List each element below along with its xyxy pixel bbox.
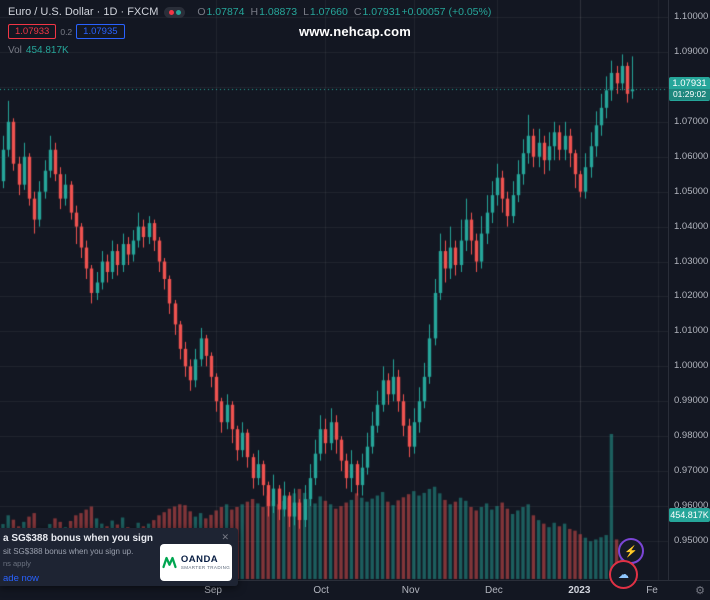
price-axis-label: 0.95000: [674, 535, 709, 546]
bar-countdown: 01:29:02: [669, 89, 710, 101]
price-axis-label: 1.02000: [674, 290, 709, 302]
price-axis-label: 0.98000: [674, 430, 709, 442]
ad-terms: ns apply: [3, 559, 31, 568]
sell-button[interactable]: 1.07933: [8, 24, 57, 39]
ad-toast-body: a SG$388 bonus when you sign up. sit SG$…: [3, 533, 155, 586]
last-price-badge: 1.07931 01:29:02: [669, 77, 710, 102]
close-value: 1.07931: [362, 6, 401, 18]
open-label: O: [197, 6, 206, 18]
low-value: 1.07660: [309, 6, 348, 18]
time-axis-label: 2023: [568, 585, 591, 596]
price-axis-label: 1.09000: [674, 45, 709, 57]
low-label: L: [303, 6, 309, 18]
watermark: www.nehcap.com: [298, 24, 412, 39]
volume-value: 454.817K: [25, 45, 69, 56]
price-axis-label: 0.96000: [674, 500, 709, 512]
settings-gear-icon[interactable]: ⚙: [695, 585, 705, 597]
spread-value: 0.2: [60, 26, 73, 37]
legend: Euro / U.S. Dollar · 1D · FXCM O1.07874 H…: [8, 6, 491, 56]
volume-label: Vol: [8, 45, 22, 56]
symbol-title[interactable]: Euro / U.S. Dollar · 1D · FXCM: [8, 6, 159, 18]
ohlc-values: O1.07874 H1.08873 L1.07660 C1.07931+0.00057…: [191, 6, 491, 18]
price-axis-label: 0.99000: [674, 395, 709, 407]
legend-toggle-icon[interactable]: [164, 6, 186, 18]
oanda-logo-icon: [162, 556, 177, 569]
price-axis-label: 1.00000: [674, 360, 709, 372]
time-axis-label: Fe: [646, 585, 658, 596]
oanda-brand-name: OANDA: [180, 553, 219, 565]
change-value: +0.00057 (+0.05%): [401, 6, 492, 18]
price-axis-label: 1.07000: [674, 115, 709, 127]
close-icon[interactable]: ✕: [221, 532, 229, 542]
close-label: C: [353, 6, 362, 18]
ad-subline: sit SG$388 bonus when you sign up.: [3, 547, 134, 556]
time-axis-label: Dec: [485, 585, 503, 596]
oanda-tagline: SMARTER TRADING: [180, 564, 231, 570]
price-axis-label: 1.05000: [674, 185, 709, 197]
last-price-value: 1.07931: [672, 78, 707, 90]
red-dot-icon: [168, 9, 174, 15]
buy-button[interactable]: 1.07935: [76, 24, 125, 39]
volume-indicator-row: Vol 454.817K: [8, 45, 491, 56]
price-axis-label: 1.10000: [674, 11, 709, 22]
time-axis-label: Nov: [401, 585, 420, 596]
oanda-logo-card[interactable]: OANDA SMARTER TRADING: [160, 544, 232, 581]
high-label: H: [250, 6, 259, 18]
oanda-text: OANDA SMARTER TRADING: [180, 553, 231, 571]
price-axis-label: 1.06000: [674, 150, 709, 162]
time-axis-label: Oct: [313, 585, 329, 596]
time-axis-label: Sep: [204, 585, 222, 596]
high-value: 1.08873: [259, 6, 298, 18]
price-axis-label: 1.04000: [674, 220, 709, 232]
weather-button[interactable]: ☁: [609, 560, 638, 589]
cloud-icon: ☁: [618, 569, 629, 581]
lightning-icon: ⚡: [624, 545, 638, 558]
green-dot-icon: [175, 9, 181, 15]
price-axis-label: 1.01000: [674, 325, 709, 337]
volume-axis-badge: 454.817K: [669, 508, 710, 522]
price-axis-label: 1.03000: [674, 255, 709, 267]
ad-toast: ✕ a SG$388 bonus when you sign up. sit S…: [0, 528, 238, 586]
trade-now-link[interactable]: ade now: [3, 573, 39, 584]
ad-headline: a SG$388 bonus when you sign up.: [3, 533, 155, 544]
price-axis-label: 0.97000: [674, 465, 709, 477]
open-value: 1.07874: [206, 6, 245, 18]
